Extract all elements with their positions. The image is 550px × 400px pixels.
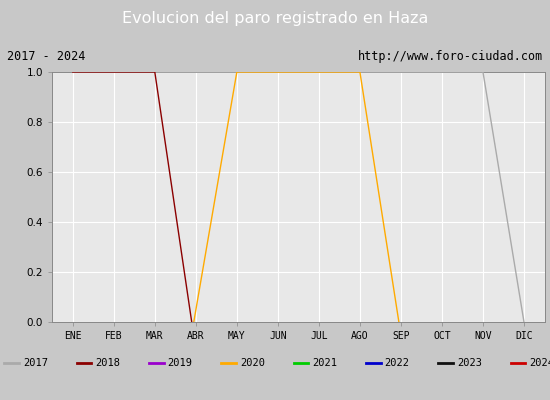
Text: 2021: 2021 bbox=[312, 358, 337, 368]
Text: 2022: 2022 bbox=[384, 358, 410, 368]
Text: 2024: 2024 bbox=[529, 358, 550, 368]
Text: 2019: 2019 bbox=[168, 358, 192, 368]
Text: 2020: 2020 bbox=[240, 358, 265, 368]
Text: 2017 - 2024: 2017 - 2024 bbox=[7, 50, 85, 63]
Text: 2018: 2018 bbox=[95, 358, 120, 368]
Text: Evolucion del paro registrado en Haza: Evolucion del paro registrado en Haza bbox=[122, 12, 428, 26]
Text: 2017: 2017 bbox=[23, 358, 48, 368]
Text: 2023: 2023 bbox=[457, 358, 482, 368]
Text: http://www.foro-ciudad.com: http://www.foro-ciudad.com bbox=[358, 50, 543, 63]
